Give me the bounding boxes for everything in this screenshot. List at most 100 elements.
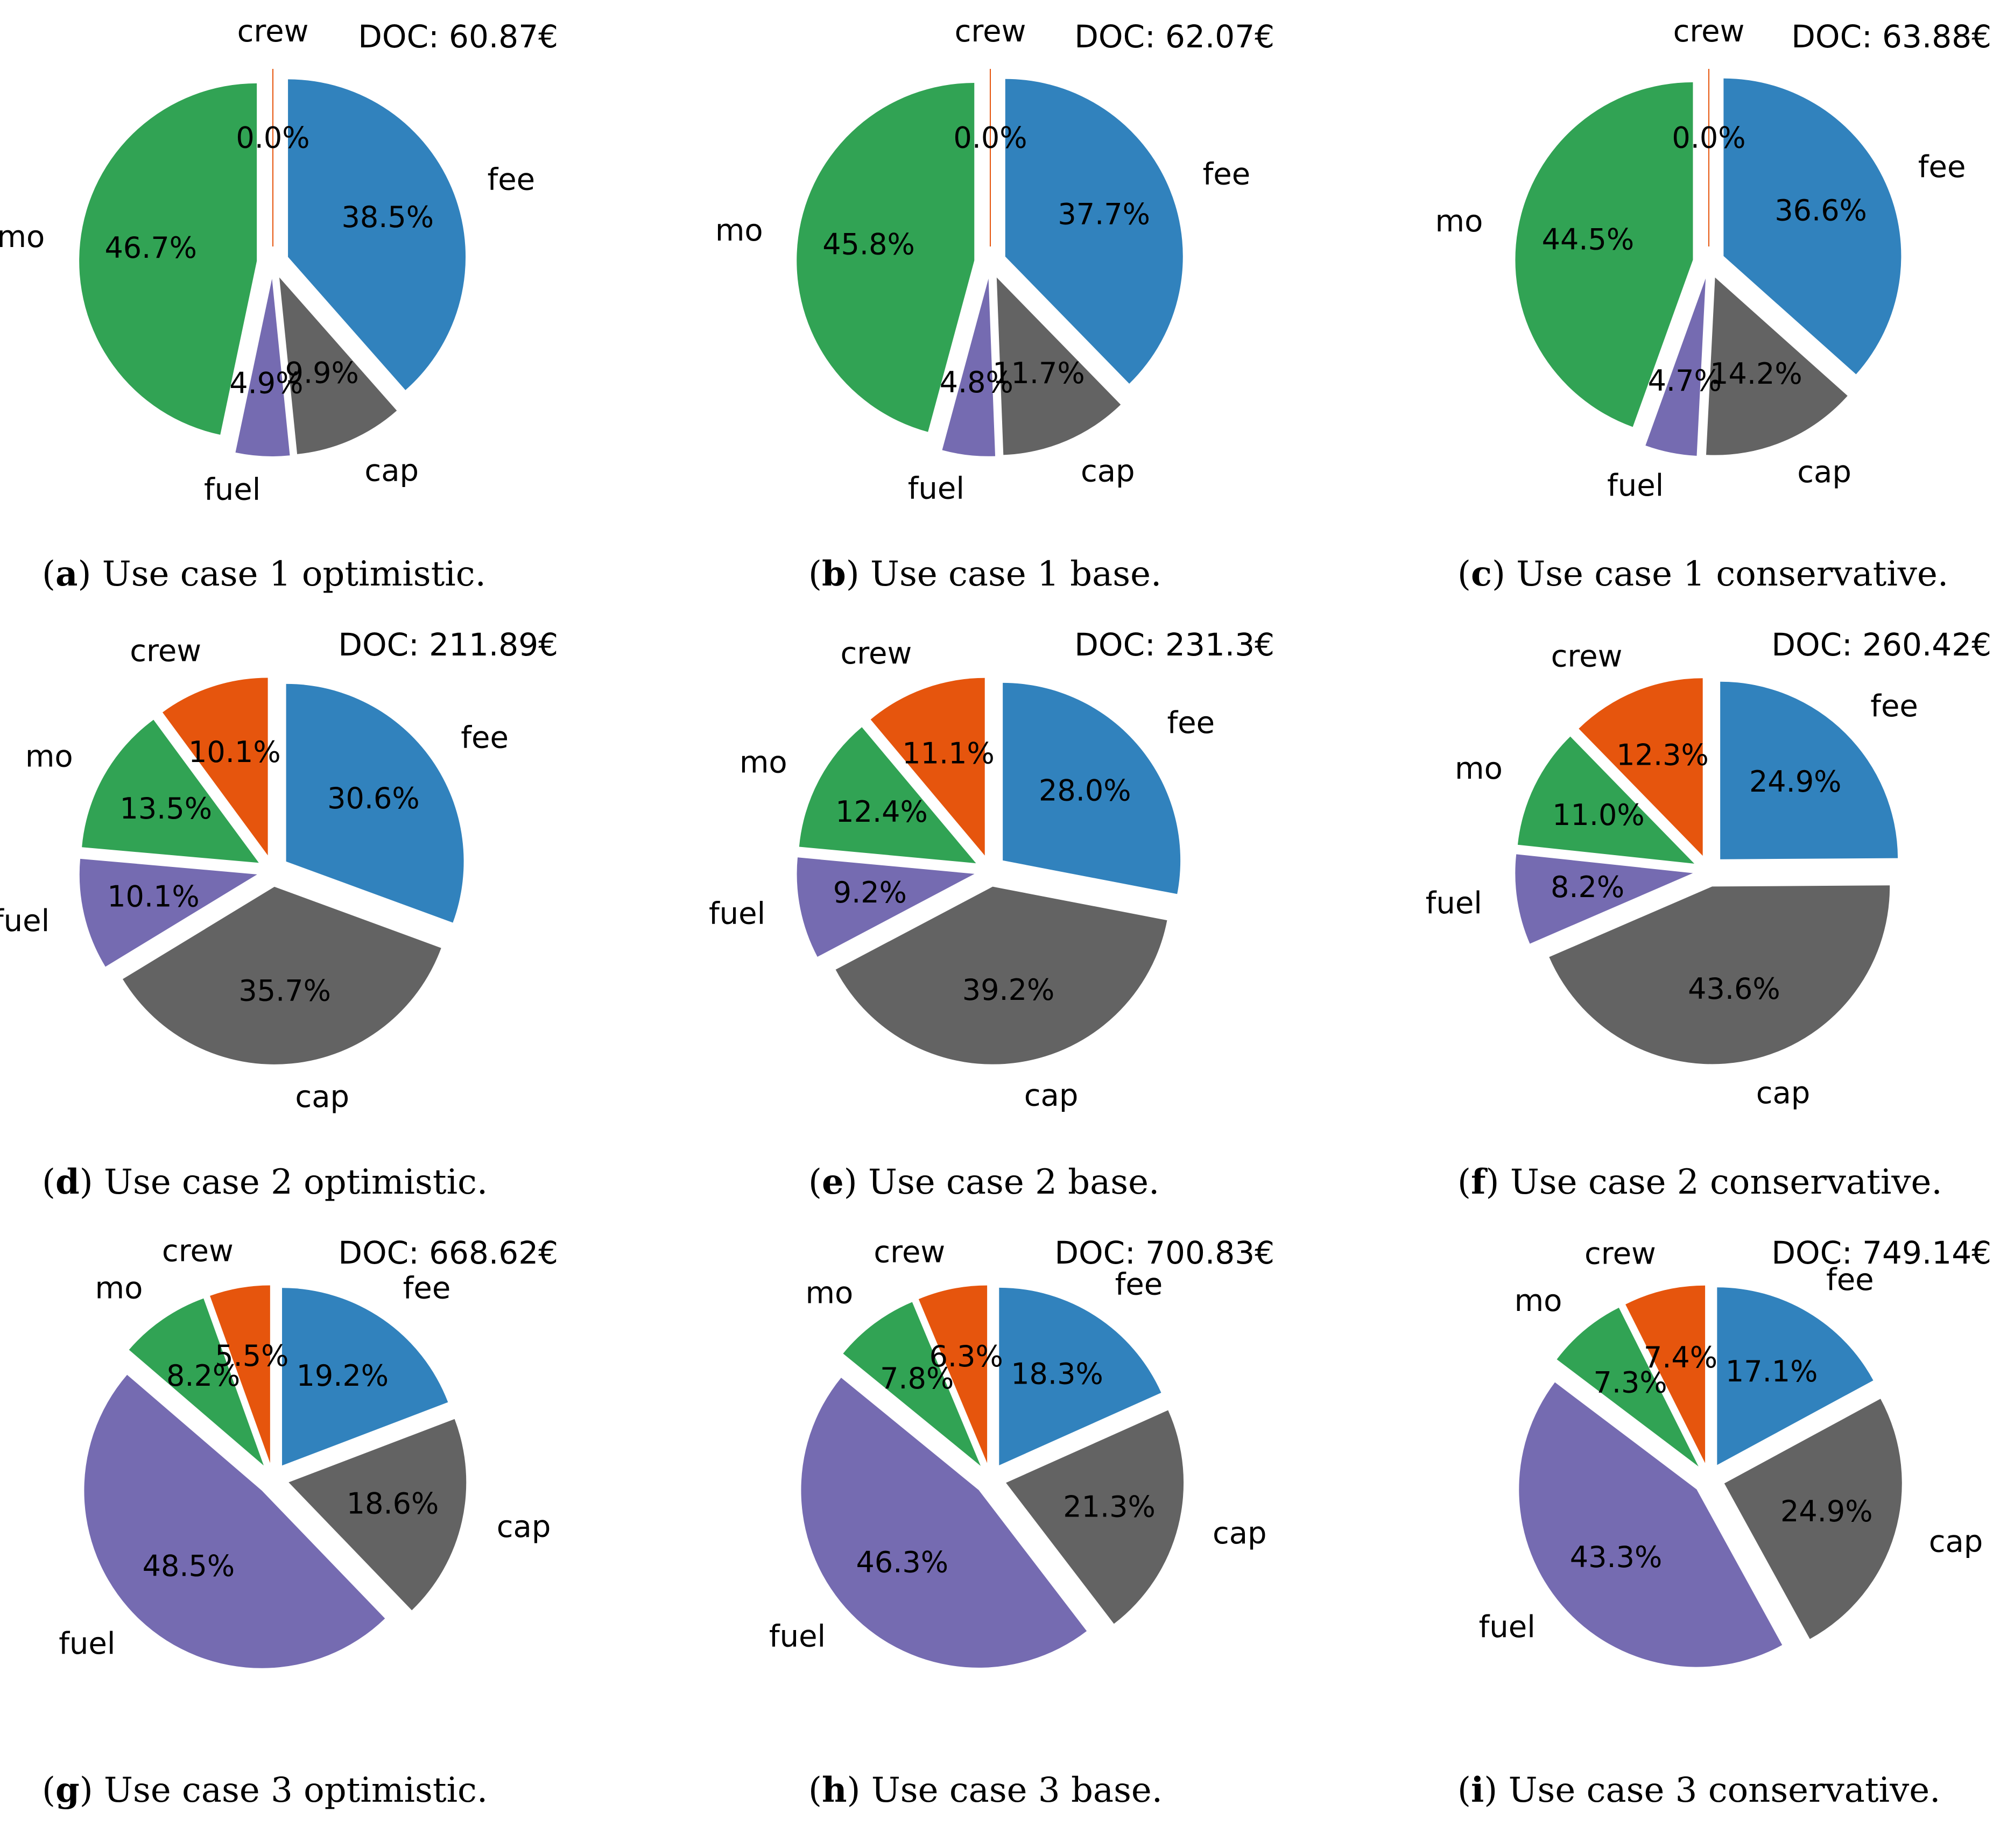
category-label-mo: mo	[740, 745, 787, 780]
category-label-crew: crew	[955, 14, 1026, 49]
subfigure-caption: (i) Use case 3 conservative.	[1457, 1770, 1941, 1810]
pie-chart-h: 18.3% fee 21.3% cap 46.3% fuel 7.8% mo 6.3% crew D…	[769, 1235, 1274, 1810]
pie-chart-b: 37.7% fee 11.7% cap 4.8% fuel 45.8% mo 0.0% crew D…	[715, 14, 1274, 594]
pie-slice-mo	[797, 83, 975, 432]
subfigure-caption: (f) Use case 2 conservative.	[1457, 1162, 1942, 1202]
caption-letter: b	[822, 554, 846, 594]
category-label-crew: crew	[1551, 639, 1623, 674]
pie-slice-fee	[1723, 78, 1902, 375]
subfigure-caption: (d) Use case 2 optimistic.	[42, 1162, 488, 1202]
pie-slice-crew	[1579, 678, 1703, 856]
pct-label-crew: 0.0%	[236, 121, 309, 155]
category-label-fee: fee	[403, 1271, 451, 1306]
category-label-fuel: fuel	[908, 471, 964, 506]
category-label-mo: mo	[1455, 751, 1503, 786]
category-label-fee: fee	[1167, 706, 1215, 740]
pie-slice-cap	[1724, 1399, 1902, 1639]
category-label-mo: mo	[1435, 204, 1483, 239]
category-label-mo: mo	[1515, 1283, 1562, 1318]
pie-slice-fuel	[797, 857, 975, 957]
pie-slice-fee	[1005, 79, 1183, 384]
pie-slice-cap	[1549, 885, 1890, 1064]
category-label-fuel: fuel	[1426, 886, 1482, 921]
category-label-fee: fee	[1115, 1267, 1163, 1302]
caption-letter: f	[1471, 1162, 1488, 1202]
category-label-cap: cap	[1213, 1516, 1267, 1551]
caption-text: ) Use case 3 conservative.	[1484, 1771, 1940, 1810]
caption-text: ) Use case 3 base.	[847, 1771, 1163, 1810]
pie-slice-fuel	[235, 278, 290, 456]
caption-letter: e	[822, 1162, 844, 1202]
pct-label-cap: 35.7%	[238, 974, 331, 1008]
pct-label-fee: 37.7%	[1058, 198, 1150, 231]
pct-label-cap: 14.2%	[1710, 357, 1802, 391]
category-label-fuel: fuel	[0, 904, 50, 939]
pie-chart-g: 19.2% fee 18.6% cap 48.5% fuel 8.2% mo 5.5% crew D…	[42, 1233, 558, 1810]
category-label-fuel: fuel	[769, 1619, 826, 1654]
pct-label-mo: 45.8%	[822, 228, 915, 262]
pct-label-mo: 7.8%	[880, 1362, 954, 1395]
pie-slice-fee	[286, 683, 464, 923]
pct-label-fee: 17.1%	[1726, 1355, 1818, 1388]
category-label-crew: crew	[130, 633, 201, 668]
pct-label-fuel: 43.3%	[1570, 1540, 1663, 1574]
pct-label-mo: 8.2%	[166, 1359, 240, 1393]
pct-label-crew: 0.0%	[1672, 121, 1745, 155]
category-label-fee: fee	[1203, 157, 1251, 192]
pie-slice-fee	[1720, 681, 1898, 859]
pie-slice-fuel	[1515, 854, 1693, 944]
category-label-fuel: fuel	[204, 472, 260, 507]
pct-label-crew: 0.0%	[953, 121, 1027, 155]
pct-label-cap: 18.6%	[347, 1486, 439, 1520]
doc-label: DOC: 700.83€	[1054, 1235, 1274, 1271]
category-label-crew: crew	[237, 14, 309, 49]
pie-slice-cap	[1006, 1410, 1184, 1624]
subfigure-caption: (c) Use case 1 conservative.	[1457, 554, 1948, 594]
doc-label: DOC: 211.89€	[338, 626, 558, 663]
pct-label-cap: 43.6%	[1688, 972, 1780, 1006]
doc-label: DOC: 668.62€	[338, 1235, 558, 1271]
subfigure-caption: (b) Use case 1 base.	[808, 554, 1161, 594]
caption-letter: a	[55, 554, 78, 594]
category-label-cap: cap	[1929, 1524, 1983, 1559]
pie-slice-fuel	[84, 1374, 385, 1668]
pct-label-crew: 6.3%	[929, 1339, 1003, 1373]
pct-label-fuel: 46.3%	[856, 1545, 948, 1579]
category-label-crew: crew	[874, 1235, 945, 1269]
pie-slice-fuel	[801, 1378, 1087, 1668]
pct-label-mo: 12.4%	[835, 795, 928, 829]
pie-chart-c: 36.6% fee 14.2% cap 4.7% fuel 44.5% mo 0.0% crew D…	[1435, 14, 1991, 594]
pie-slice-mo	[1515, 82, 1693, 427]
category-label-mo: mo	[0, 220, 45, 255]
pie-slice-crew	[1625, 1285, 1706, 1463]
pie-slice-fee	[282, 1288, 448, 1466]
category-label-crew: crew	[1673, 14, 1745, 49]
category-label-fee: fee	[1826, 1262, 1874, 1297]
category-label-mo: mo	[25, 739, 73, 774]
pie-slice-mo	[82, 720, 259, 863]
category-label-fee: fee	[1870, 689, 1918, 724]
pie-slice-mo	[1517, 736, 1695, 864]
pct-label-fuel: 4.8%	[940, 365, 1013, 399]
pct-label-fee: 18.3%	[1011, 1357, 1103, 1391]
pie-slice-fee	[999, 1287, 1161, 1465]
pct-label-crew: 7.4%	[1644, 1341, 1717, 1374]
pct-label-fee: 19.2%	[297, 1359, 389, 1393]
category-label-fuel: fuel	[1607, 468, 1664, 503]
category-label-fee: fee	[1918, 150, 1966, 185]
pct-label-fuel: 4.7%	[1648, 364, 1722, 398]
category-label-cap: cap	[497, 1510, 551, 1544]
pie-slice-fuel	[1519, 1382, 1783, 1667]
caption-letter: i	[1471, 1770, 1484, 1810]
category-label-fee: fee	[487, 163, 535, 198]
subfigure-caption: (g) Use case 3 optimistic.	[42, 1770, 488, 1810]
pie-slice-fuel	[1645, 278, 1706, 456]
caption-text: ) Use case 2 conservative.	[1486, 1162, 1942, 1202]
caption-letter: h	[822, 1770, 847, 1810]
pie-slice-crew	[210, 1285, 270, 1463]
pie-slice-crew	[918, 1285, 988, 1463]
caption-letter: d	[55, 1162, 80, 1202]
pie-chart-a: 38.5% fee 9.9% cap 4.9% fuel 46.7% mo 0.0% crew DO…	[0, 14, 558, 594]
doc-label: DOC: 60.87€	[358, 18, 558, 55]
